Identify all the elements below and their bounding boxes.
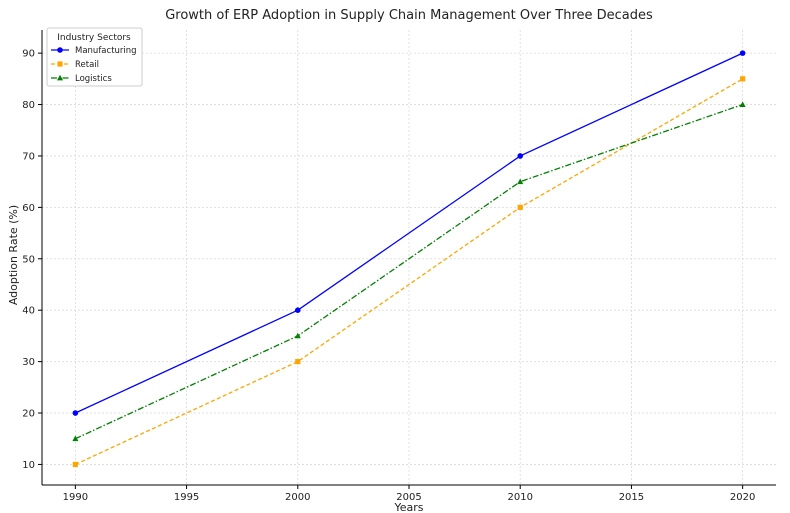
y-tick-label: 30 <box>22 357 35 368</box>
series-line-logistics <box>75 103 743 440</box>
data-point-retail <box>740 76 746 82</box>
legend-marker-retail <box>57 61 63 67</box>
x-tick-label: 2010 <box>507 492 532 503</box>
data-point-retail <box>295 359 301 365</box>
data-point-manufacturing <box>517 153 524 159</box>
data-point-manufacturing <box>294 307 301 313</box>
data-point-manufacturing <box>739 50 746 56</box>
y-tick-label: 50 <box>22 254 35 265</box>
x-tick-label: 1990 <box>63 492 88 503</box>
data-point-logistics <box>739 101 746 107</box>
axes: 1990 1995 2000 2005 2010 2015 2020 10 20 30 40 50 60… <box>22 30 776 503</box>
x-tick-label: 2020 <box>730 492 755 503</box>
series-manufacturing <box>72 50 746 416</box>
series-layer <box>72 50 746 468</box>
data-point-logistics <box>517 178 524 185</box>
series-line-manufacturing <box>75 52 743 414</box>
x-axis-label: Years <box>393 501 423 513</box>
legend-label-manufacturing: Manufacturing <box>75 46 137 56</box>
grid <box>42 30 776 485</box>
y-tick-label: 40 <box>22 306 35 317</box>
legend-box <box>46 27 143 87</box>
y-axis-label: Adoption Rate (%) <box>7 205 20 305</box>
legend-marker-logistics <box>57 74 63 81</box>
legend-label-logistics: Logistics <box>75 74 112 84</box>
data-point-logistics <box>294 332 301 339</box>
x-tick-label: 2005 <box>396 492 421 503</box>
chart-title: Growth of ERP Adoption in Supply Chain M… <box>165 8 653 23</box>
y-tick-label: 70 <box>22 151 35 162</box>
y-tick-label: 10 <box>22 460 35 471</box>
y-tick-label: 80 <box>22 100 35 111</box>
series-logistics <box>72 101 746 442</box>
data-point-retail <box>517 204 523 210</box>
y-tick-label: 90 <box>22 49 35 60</box>
x-tick-label: 1995 <box>174 492 199 503</box>
data-point-logistics <box>72 435 79 442</box>
legend-label-retail: Retail <box>75 60 99 70</box>
data-point-retail <box>72 461 78 468</box>
data-point-manufacturing <box>72 410 79 416</box>
legend-title: Industry Sectors <box>57 33 131 43</box>
legend: Industry Sectors Manufacturing Retail Logi… <box>46 27 143 87</box>
legend-marker-manufacturing <box>57 47 63 53</box>
x-tick-label: 2000 <box>285 492 310 503</box>
y-tick-label: 20 <box>22 409 35 420</box>
y-tick-label: 60 <box>22 203 35 214</box>
x-tick-label: 2015 <box>619 492 644 503</box>
